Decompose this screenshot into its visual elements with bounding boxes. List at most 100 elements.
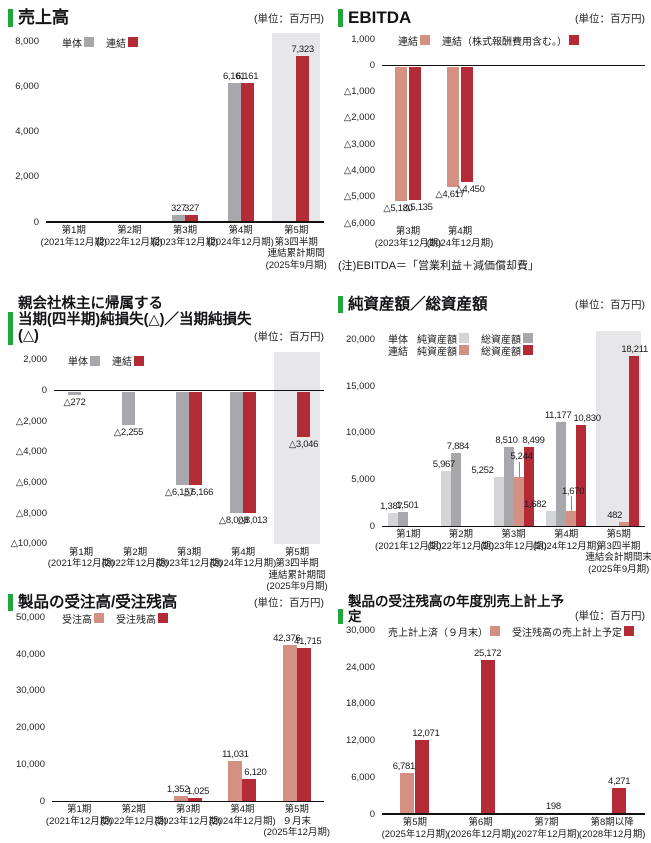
title-marker-icon xyxy=(8,594,13,612)
chart-legend: 受注高 受注残高 xyxy=(62,611,180,626)
x-axis-category-label-line: 第5期 xyxy=(284,225,309,237)
bar-value-label: 1,501 xyxy=(396,500,419,512)
bar-2-4 xyxy=(242,778,257,802)
chart-backlog-revenue-schedule: 製品の受注残高の年度別売上計上予定 (単位：百万円) 30,000 24,000 1… xyxy=(338,594,645,840)
legend-item: 受注残高 xyxy=(116,611,168,626)
bar-4-4 xyxy=(576,425,587,527)
x-axis-category-label-line: 第1期 xyxy=(396,529,421,541)
y-axis-tick-label: 0 xyxy=(369,520,375,532)
chart-header: 親会社株主に帰属する 当期(四半期)純損失(△)／当期純損失(△) (単位：百万… xyxy=(8,296,324,345)
x-axis-category-label: 第6期 (2026年12月期) xyxy=(433,817,529,840)
bar-value-label: 198 xyxy=(545,801,561,812)
legend-group-label: 連結 xyxy=(388,346,408,358)
highlight-period-background xyxy=(274,351,320,544)
bar-2-4 xyxy=(243,391,256,514)
chart-header: 純資産額／総資産額 (単位：百万円) xyxy=(338,296,645,314)
chart-title-line: 親会社株主に帰属する xyxy=(18,296,163,312)
bar-value-label: 482 xyxy=(607,509,623,521)
x-axis-category-label: 第2期 (2022年12月期) xyxy=(86,804,182,827)
x-axis-category-label-line: (2023年12月期) xyxy=(480,540,547,552)
x-axis-category-label-line: 第4期 xyxy=(553,529,579,541)
y-axis-tick-label: 6,000 xyxy=(351,771,375,783)
bar-value-label: 6,120 xyxy=(244,766,267,778)
bar-value-label: 41,715 xyxy=(294,635,322,647)
legend-color-swatch-icon xyxy=(569,35,579,46)
x-axis-category-label-line: 第3四半期 xyxy=(597,540,641,552)
bar-2-1 xyxy=(409,66,421,201)
x-axis-category-label-line: 第8期以降 xyxy=(590,817,634,829)
bar-value-label: 6,161 xyxy=(235,70,259,82)
x-axis-category-label-line: 第3期 xyxy=(501,529,526,541)
y-axis-tick-label: △2,000 xyxy=(15,415,47,427)
y-axis-tick-label: 0 xyxy=(39,795,45,807)
chart-legend: 単体 純資産額 総資産額 連結 純資産額 総資産額 xyxy=(388,331,545,358)
chart-title: 売上高 xyxy=(18,8,69,27)
x-axis-category-label-line: 第2期 xyxy=(448,529,474,541)
x-axis-category-label-line: (2021年12月期) xyxy=(45,815,113,827)
chart-title: EBITDA xyxy=(348,8,411,27)
legend-item: 純資産額 xyxy=(417,343,469,358)
bar-value-label: △5,180 xyxy=(383,203,413,215)
bar-value-label: 5,967 xyxy=(432,458,456,470)
bar-value-label: 1,352 xyxy=(166,784,190,796)
x-axis-category-label: 第3期 (2023年12月期) xyxy=(140,804,236,827)
legend-color-swatch-icon xyxy=(158,613,168,624)
x-axis-category-label: 第4期 (2024年12月期) xyxy=(193,225,289,248)
y-axis-tick-label: △2,000 xyxy=(343,112,375,124)
x-axis-line xyxy=(382,64,645,67)
bar-2-1 xyxy=(414,740,429,815)
bar-2-2 xyxy=(480,659,495,815)
bar-1-4 xyxy=(228,760,243,802)
legend-color-swatch-icon xyxy=(84,37,94,48)
bar-4-5 xyxy=(628,356,639,527)
y-axis-tick-label: 50,000 xyxy=(15,611,45,623)
bar-value-label: 7,884 xyxy=(446,440,470,452)
x-axis-category-label: 第1期 (2021年12月期) xyxy=(26,225,122,248)
legend-item: 連結 xyxy=(106,35,138,50)
legend-item-label: 受注残高の売上計上予定 xyxy=(512,627,622,639)
bar-2-3 xyxy=(503,446,514,527)
x-axis-category-label-line: 第3期 xyxy=(395,226,421,238)
x-axis-category-label-line: 第3四半期 xyxy=(274,236,318,248)
bar-1-3 xyxy=(493,477,504,527)
y-axis-tick-label: 24,000 xyxy=(345,661,375,673)
bar-value-label: 12,071 xyxy=(412,728,440,740)
bar-value-label: 18,211 xyxy=(621,344,648,356)
legend-item: 連結 xyxy=(398,33,430,48)
unit-label: (単位：百万円) xyxy=(254,597,324,610)
x-axis-category-label: 第1期 (2021年12月期) xyxy=(360,529,456,552)
unit-label: (単位：百万円) xyxy=(254,13,324,26)
y-axis-tick-label: △1,000 xyxy=(343,86,375,98)
bar-2-4 xyxy=(556,421,567,527)
x-axis-category-label-line: 第2期 xyxy=(121,804,146,816)
bar-1-1 xyxy=(68,391,81,395)
bar-value-label: 11,031 xyxy=(222,748,249,760)
y-axis-tick-label: 30,000 xyxy=(15,685,45,697)
legend-item: 単体 xyxy=(68,353,100,368)
bar-3-3 xyxy=(513,477,524,527)
bar-value-label: △8,013 xyxy=(237,515,268,527)
legend-item-label: 受注高 xyxy=(62,614,92,626)
legend-color-swatch-icon xyxy=(90,355,100,366)
x-axis-category-label: 第5期 第3四半期 連結累計期間 (2025年9月期) xyxy=(248,225,344,271)
plot-area: 8,000 6,000 4,000 2,000 0 327 6,161 327 6,161 7,3… xyxy=(8,33,327,271)
bar-2-5 xyxy=(296,647,311,802)
x-axis-category-label-line: 連結累計期間 xyxy=(267,248,325,260)
x-axis-category-label: 第8期以降 (2028年12月期) xyxy=(564,817,651,840)
chart-title: 純資産額／総資産額 xyxy=(348,296,488,313)
title-marker-icon xyxy=(338,9,343,28)
x-axis-category-label-line: (2024年12月期) xyxy=(209,815,276,827)
chart-title-line: 純資産額／総資産額 xyxy=(348,296,488,313)
legend-item: 総資産額 xyxy=(481,331,533,346)
x-axis-category-label: 第5期 第3四半期 連結会計期間末 (2025年9月期) xyxy=(571,529,651,575)
bar-2-2 xyxy=(461,66,473,183)
x-axis-category-label: 第5期 (2025年12月期) xyxy=(367,817,463,840)
x-axis-category-label-line: 第3期 xyxy=(176,546,202,558)
legend-color-swatch-icon xyxy=(523,333,533,344)
legend-color-swatch-icon xyxy=(523,345,533,356)
legend-color-swatch-icon xyxy=(128,37,138,48)
bar-1-5 xyxy=(282,645,297,802)
y-axis-tick-label: 5,000 xyxy=(351,474,375,486)
y-axis-tick-label: △4,000 xyxy=(343,164,375,176)
